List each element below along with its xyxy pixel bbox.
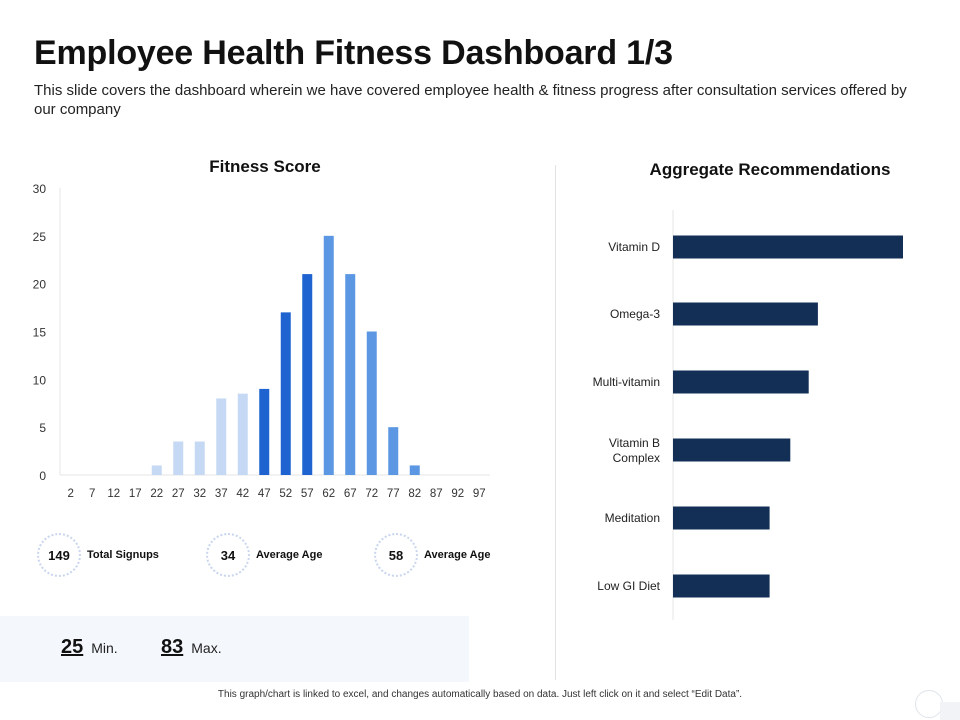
- agg-label-vitamin-b-complex: Vitamin B Complex: [609, 436, 660, 465]
- fitness-y-tick-0: 0: [39, 469, 46, 483]
- fitness-x-tick-42: 42: [236, 488, 249, 500]
- fitness-x-tick-17: 17: [129, 488, 142, 500]
- average-age-1-value: 34: [206, 533, 250, 577]
- fitness-x-tick-72: 72: [365, 488, 378, 500]
- fitness-x-tick-82: 82: [408, 488, 421, 500]
- average-age-2-label: Average Age: [424, 549, 491, 561]
- agg-label-vitamin-d: Vitamin D: [608, 240, 660, 254]
- stat-average-age-1: 34 Average Age: [206, 532, 322, 578]
- fitness-y-tick-5: 25: [33, 230, 47, 244]
- fitness-bar-27[interactable]: [173, 441, 184, 475]
- fitness-x-tick-32: 32: [193, 488, 206, 500]
- average-age-1-label: Average Age: [256, 549, 323, 561]
- aggregate-recommendations-chart[interactable]: Vitamin D Omega-3 Multi-vitamin Vitamin B Co…: [560, 200, 950, 630]
- fitness-x-tick-37: 37: [215, 488, 228, 500]
- max-label: Max.: [191, 640, 222, 656]
- average-age-2-value: 58: [374, 533, 418, 577]
- fitness-bar-47[interactable]: [259, 388, 270, 475]
- fitness-bar-77[interactable]: [388, 427, 399, 475]
- agg-bar-low-gi-diet[interactable]: [673, 574, 770, 598]
- fitness-bar-67[interactable]: [345, 274, 356, 475]
- fitness-x-tick-67: 67: [344, 488, 357, 500]
- aggregate-recommendations-title: Aggregate Recommendations: [649, 160, 891, 179]
- fitness-x-tick-62: 62: [322, 488, 335, 500]
- fitness-x-tick-57: 57: [301, 488, 314, 500]
- corner-bar-decoration: [940, 702, 960, 720]
- fitness-x-tick-22: 22: [150, 488, 163, 500]
- fitness-y-tick-6: 30: [33, 182, 47, 196]
- fitness-y-tick-4: 20: [33, 278, 47, 292]
- agg-label-meditation: Meditation: [605, 511, 660, 525]
- fitness-x-tick-87: 87: [430, 488, 443, 500]
- max-stat: 83 Max.: [161, 636, 222, 659]
- fitness-bar-32[interactable]: [194, 441, 205, 475]
- fitness-bar-52[interactable]: [280, 312, 291, 475]
- fitness-x-tick-27: 27: [172, 488, 185, 500]
- fitness-x-tick-52: 52: [279, 488, 292, 500]
- fitness-y-tick-2: 10: [33, 373, 47, 387]
- min-stat: 25 Min.: [61, 636, 118, 659]
- section-divider: [555, 165, 556, 680]
- min-label: Min.: [91, 640, 118, 656]
- page-subtitle: This slide covers the dashboard wherein …: [34, 82, 907, 118]
- agg-bar-multi-vitamin[interactable]: [673, 370, 809, 394]
- fitness-x-tick-7: 7: [89, 488, 95, 500]
- page-title: Employee Health Fitness Dashboard 1/3: [34, 34, 673, 72]
- fitness-x-tick-47: 47: [258, 488, 271, 500]
- fitness-y-tick-1: 5: [39, 421, 46, 435]
- agg-label-low-gi-diet: Low GI Diet: [597, 579, 660, 593]
- fitness-bar-72[interactable]: [366, 331, 377, 476]
- total-signups-label: Total Signups: [87, 549, 159, 561]
- fitness-bar-57[interactable]: [302, 274, 313, 475]
- fitness-score-title: Fitness Score: [209, 157, 321, 176]
- fitness-x-tick-2: 2: [68, 488, 74, 500]
- agg-bar-vitamin-d[interactable]: [673, 235, 903, 259]
- fitness-bar-37[interactable]: [216, 398, 227, 475]
- stat-total-signups: 149 Total Signups: [37, 532, 159, 578]
- agg-bar-vitamin-b-complex[interactable]: [673, 438, 791, 462]
- fitness-x-tick-12: 12: [107, 488, 120, 500]
- corner-decoration: [915, 690, 943, 718]
- agg-bar-omega-3[interactable]: [673, 302, 818, 326]
- agg-label-omega-3: Omega-3: [610, 307, 660, 321]
- fitness-y-tick-3: 15: [33, 326, 47, 340]
- footnote: This graph/chart is linked to excel, and…: [217, 689, 743, 700]
- total-signups-value: 149: [37, 533, 81, 577]
- fitness-x-tick-92: 92: [451, 488, 464, 500]
- fitness-bar-22[interactable]: [151, 465, 162, 475]
- min-max-panel: [0, 616, 469, 682]
- agg-bar-meditation[interactable]: [673, 506, 770, 530]
- fitness-bar-62[interactable]: [323, 235, 334, 475]
- fitness-x-tick-77: 77: [387, 488, 400, 500]
- min-value: 25: [61, 636, 84, 658]
- stat-average-age-2: 58 Average Age: [374, 532, 490, 578]
- fitness-x-tick-97: 97: [473, 488, 486, 500]
- fitness-bar-42[interactable]: [237, 393, 248, 475]
- max-value: 83: [161, 636, 184, 658]
- fitness-bar-82[interactable]: [409, 465, 420, 475]
- agg-label-multi-vitamin: Multi-vitamin: [593, 375, 660, 389]
